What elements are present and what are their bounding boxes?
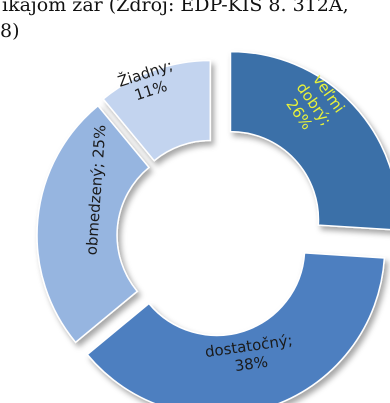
doughnut-slice-0 (229, 50, 390, 231)
doughnut-slice-2 (36, 104, 150, 344)
caption-line-1: ikajom zár (Zdroj: EDP-KIS 8. 312A, (2, 0, 349, 16)
doughnut-slice-3 (102, 59, 212, 162)
caption-line-2: 8) (0, 20, 20, 42)
slice-label-0: veľmidobrý;26% (278, 69, 350, 140)
doughnut-slice-1 (86, 252, 386, 403)
